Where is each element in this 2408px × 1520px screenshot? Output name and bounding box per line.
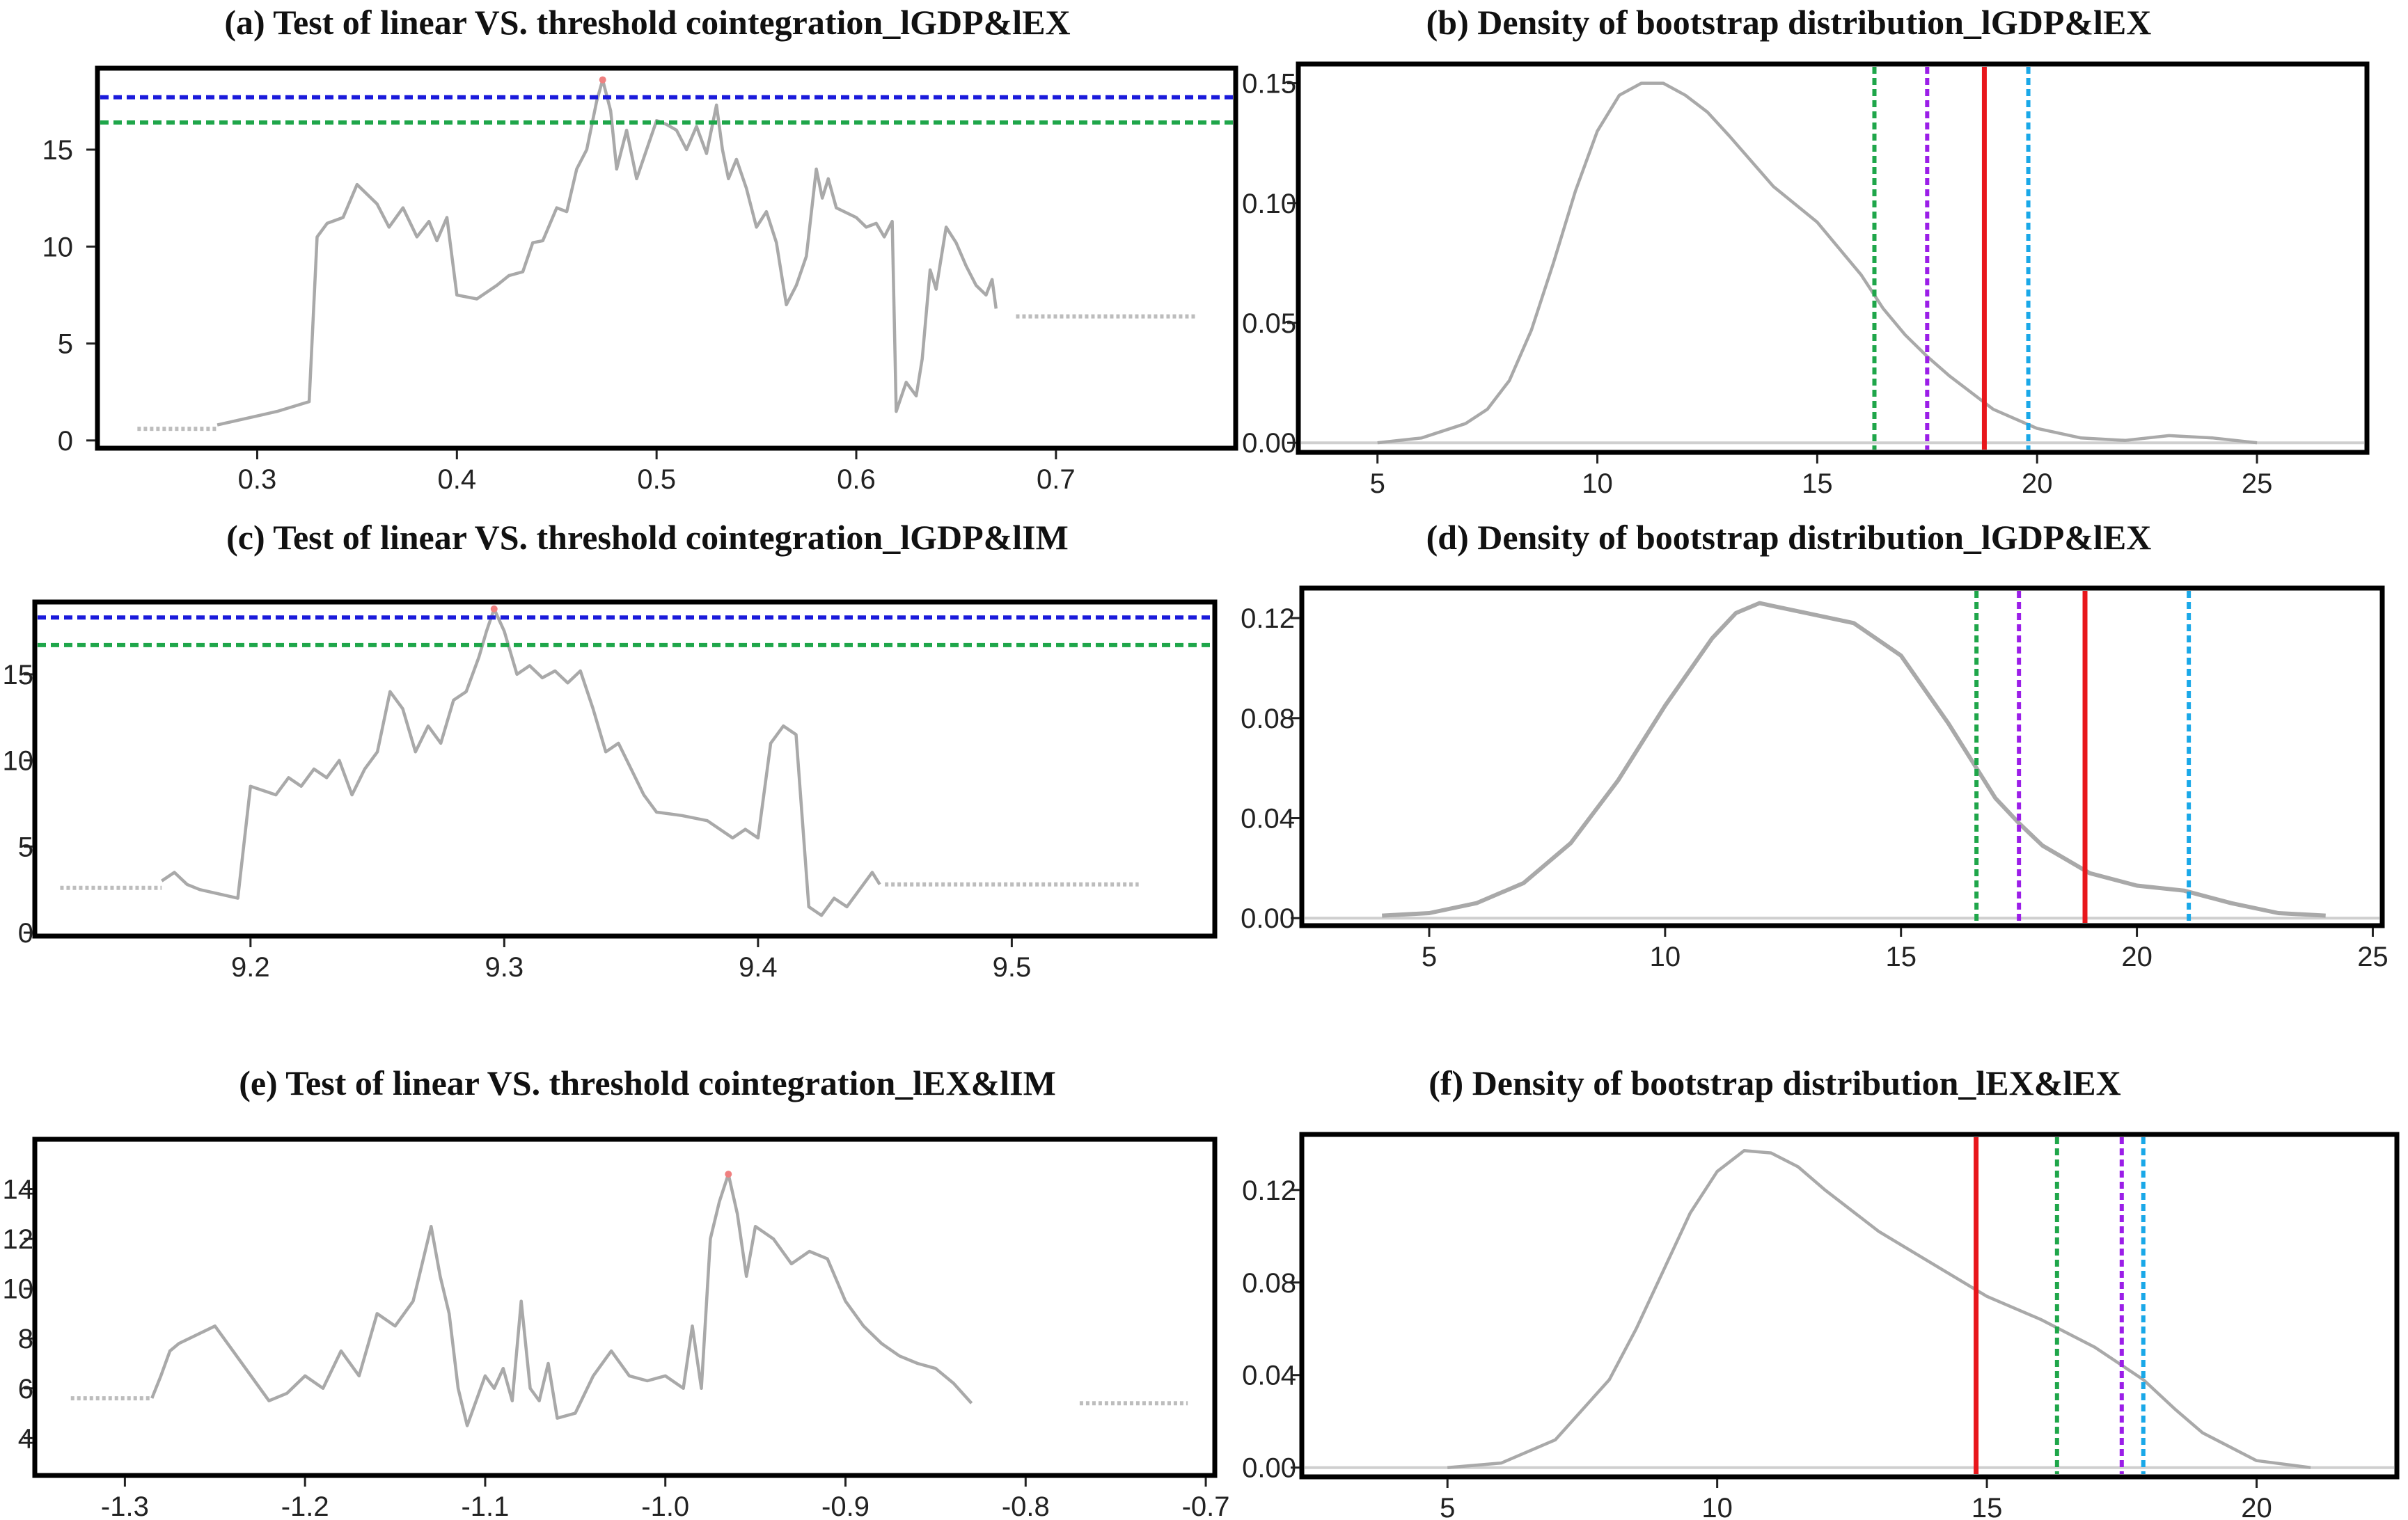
x-tick-label: -1.2	[281, 1491, 329, 1520]
x-tick-label: 9.4	[739, 952, 778, 983]
chart-f: 5 10 15 20 0.00 0.04 0.08 0.12	[1242, 1132, 2400, 1520]
y-tick-label: 5	[18, 832, 33, 862]
y-tick-label: 0.04	[1242, 1361, 1296, 1391]
series-line-test-statistic	[161, 607, 881, 917]
y-tick-label: 0.05	[1242, 308, 1296, 339]
x-tick-label: 5	[1422, 942, 1437, 972]
series-line-test-statistic	[217, 78, 998, 427]
x-tick-label: -0.9	[821, 1491, 869, 1520]
chart-a: 0.3 0.4 0.5 0.6 0.7 0 5 10 15	[42, 65, 1238, 495]
panel-c: (c) Test of linear VS. threshold cointeg…	[0, 515, 1225, 1016]
peak-marker	[725, 1171, 732, 1178]
x-tick-label: -0.8	[1002, 1491, 1050, 1520]
x-tick-label: 25	[2357, 942, 2389, 972]
x-tick-label: -1.0	[641, 1491, 689, 1520]
y-tick-label: 15	[3, 660, 34, 690]
x-tick-label: 20	[2121, 942, 2153, 972]
y-tick-label: 14	[3, 1175, 34, 1205]
y-tick-label: 0.00	[1242, 1453, 1296, 1484]
series-line-density	[1377, 81, 2258, 445]
x-tick-label: 0.6	[837, 464, 876, 495]
x-tick-label: 0.4	[438, 464, 477, 495]
x-tick-label: 5	[1440, 1493, 1455, 1520]
peak-marker	[490, 605, 498, 612]
y-tick-label: 0.00	[1242, 428, 1296, 459]
chart-title-a: (a) Test of linear VS. threshold cointeg…	[224, 3, 1071, 42]
chart-d: 5 10 15 20 25 0.00 0.04 0.08 0.12	[1241, 585, 2389, 972]
x-tick-label: -0.7	[1182, 1491, 1230, 1520]
y-tick-label: 0.04	[1241, 804, 1295, 834]
plot-frame	[1299, 585, 2385, 928]
y-tick-label: 6	[18, 1374, 33, 1404]
x-tick-label: 10	[1650, 942, 1681, 972]
series-line-density	[1382, 601, 2326, 918]
plot-frame	[1296, 61, 2370, 455]
chart-title-f: (f) Density of bootstrap distribution_lE…	[1429, 1063, 2121, 1102]
x-tick-label: 20	[2241, 1493, 2272, 1520]
chart-title-e: (e) Test of linear VS. threshold cointeg…	[239, 1063, 1056, 1102]
x-tick-label: 0.3	[238, 464, 277, 495]
y-tick-label: 10	[3, 746, 34, 777]
x-tick-label: 0.5	[637, 464, 676, 495]
x-tick-label: 15	[1885, 942, 1917, 972]
panel-a: (a) Test of linear VS. threshold cointeg…	[0, 0, 1238, 515]
chart-e: -1.3 -1.2 -1.1 -1.0 -0.9 -0.8 -0.7 4 6 8 10 12 14	[3, 1137, 1230, 1520]
plot-frame	[1299, 1132, 2400, 1480]
x-tick-label: 0.7	[1037, 464, 1076, 495]
x-tick-label: 15	[1802, 468, 1833, 499]
y-tick-label: 0.12	[1241, 603, 1295, 634]
y-tick-label: 0	[18, 918, 33, 949]
y-tick-label: 15	[42, 135, 74, 166]
y-tick-label: 0.12	[1242, 1175, 1296, 1206]
panel-f: (f) Density of bootstrap distribution_lE…	[1225, 1044, 2408, 1520]
x-tick-label: 20	[2022, 468, 2053, 499]
y-tick-label: 10	[42, 232, 74, 262]
x-tick-label: -1.1	[461, 1491, 509, 1520]
panel-e: (e) Test of linear VS. threshold cointeg…	[0, 1044, 1230, 1520]
y-tick-label: 5	[58, 329, 73, 360]
plot-frame	[32, 599, 1218, 939]
y-tick-label: 0.00	[1241, 903, 1295, 934]
x-tick-label: 9.5	[993, 952, 1032, 983]
x-tick-label: 9.3	[485, 952, 524, 983]
plot-frame	[32, 1137, 1218, 1478]
chart-b: 5 10 15 20 25 0.00 0.05 0.10 0.15	[1242, 61, 2370, 499]
y-tick-label: 12	[3, 1224, 34, 1255]
x-tick-label: 5	[1370, 468, 1385, 499]
y-tick-label: 0.15	[1242, 69, 1296, 100]
panel-b: (b) Density of bootstrap distribution_lG…	[1225, 0, 2408, 515]
x-tick-label: 15	[1972, 1493, 2003, 1520]
x-tick-label: 25	[2242, 468, 2273, 499]
x-tick-label: 10	[1582, 468, 1613, 499]
peak-marker	[599, 76, 606, 84]
y-tick-label: 0	[58, 426, 73, 457]
series-line-test-statistic	[150, 1172, 973, 1427]
y-tick-label: 8	[18, 1324, 33, 1354]
x-tick-label: -1.3	[101, 1491, 149, 1520]
chart-title-b: (b) Density of bootstrap distribution_lG…	[1426, 3, 2152, 42]
series-line-density	[1447, 1149, 2311, 1469]
x-tick-label: 9.2	[231, 952, 270, 983]
chart-title-c: (c) Test of linear VS. threshold cointeg…	[226, 518, 1069, 557]
y-tick-label: 10	[3, 1274, 34, 1305]
chart-c: 9.2 9.3 9.4 9.5 0 5 10 15	[3, 599, 1218, 983]
y-tick-label: 0.08	[1242, 1268, 1296, 1299]
x-tick-label: 10	[1701, 1493, 1733, 1520]
y-tick-label: 4	[18, 1423, 33, 1454]
panel-d: (d) Density of bootstrap distribution_lG…	[1225, 515, 2408, 1016]
y-tick-label: 0.08	[1241, 704, 1295, 734]
y-tick-label: 0.10	[1242, 189, 1296, 219]
plot-frame	[95, 65, 1238, 451]
chart-title-d: (d) Density of bootstrap distribution_lG…	[1426, 518, 2152, 557]
